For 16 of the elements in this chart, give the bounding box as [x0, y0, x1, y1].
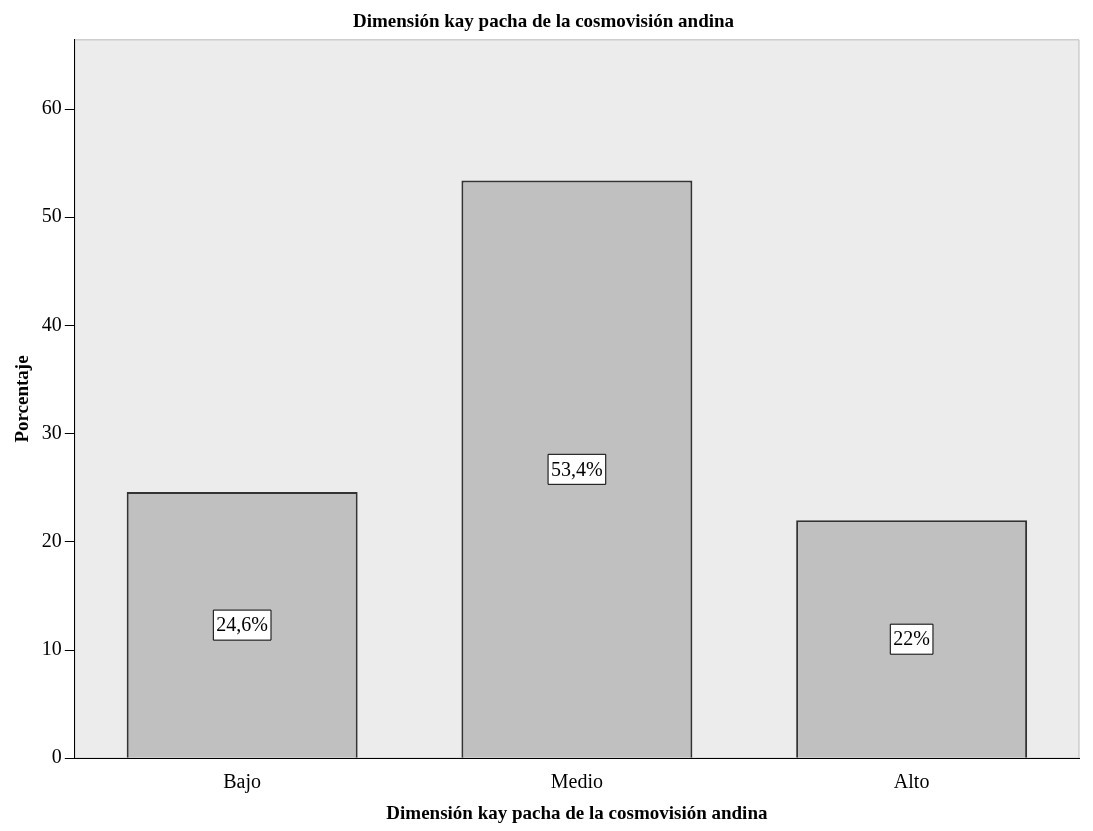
y-tick-label: 0	[51, 745, 62, 768]
y-tick-label: 60	[41, 96, 62, 119]
x-tick-label: Medio	[550, 770, 604, 793]
y-axis-title: Porcentaje	[11, 355, 33, 443]
chart-title: Dimensión kay pacha de la cosmovisión andina	[352, 10, 735, 32]
y-tick-label: 10	[41, 637, 62, 660]
y-tick-label: 20	[41, 529, 62, 552]
data-label: 53,4%	[551, 457, 603, 480]
x-tick-label: Alto	[893, 770, 930, 793]
y-tick-label: 40	[41, 312, 62, 335]
data-label: 24,6%	[216, 613, 268, 636]
y-tick-label: 30	[41, 420, 62, 443]
x-tick-label: Bajo	[223, 770, 262, 794]
y-tick-label: 50	[41, 204, 62, 227]
x-axis-title: Dimensión kay pacha de la cosmovisión andina	[386, 801, 768, 823]
data-label: 22%	[893, 627, 930, 650]
